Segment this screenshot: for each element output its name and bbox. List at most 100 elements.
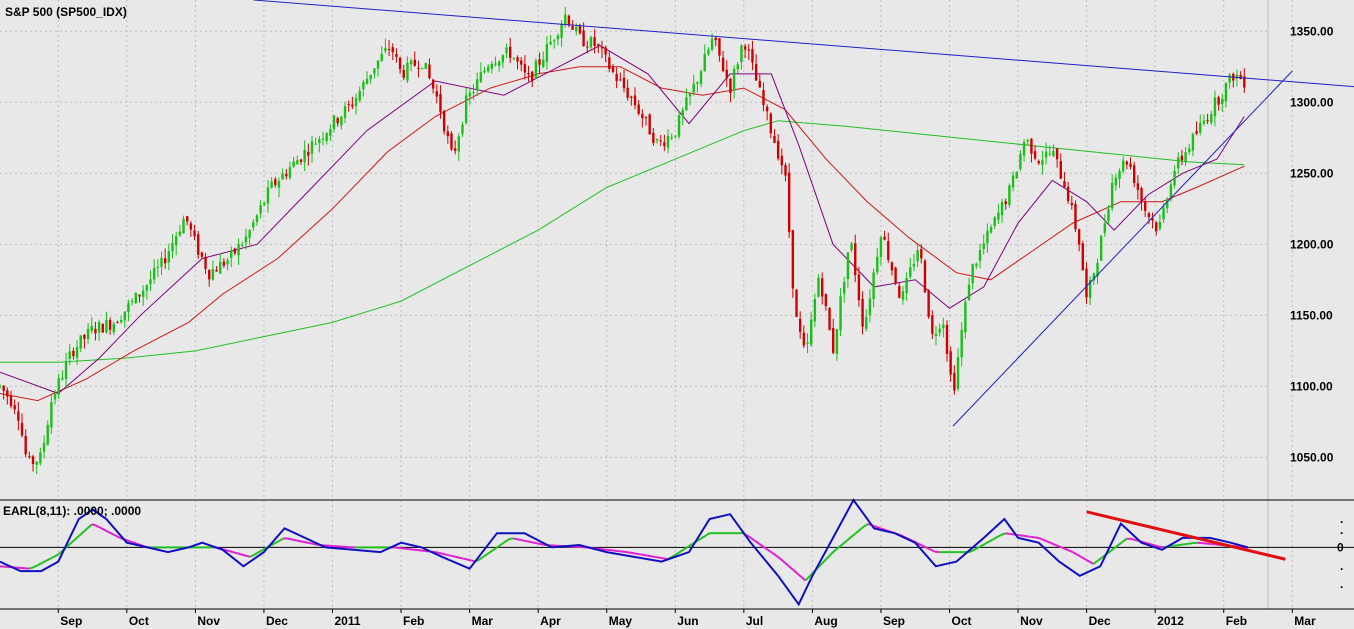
- oscillator-slow-line-segment: [654, 555, 660, 559]
- oscillator-slow-line-segment: [504, 538, 510, 543]
- candle-body: [501, 55, 505, 63]
- candle-body: [174, 236, 178, 246]
- oscillator-slow-line-segment: [925, 546, 932, 551]
- oscillator-title: EARL(8,11): .0000; .0000: [3, 504, 141, 518]
- candle-body: [637, 104, 640, 114]
- oscillator-slow-line-segment: [876, 525, 881, 530]
- candle-body: [402, 70, 405, 78]
- candle-body: [839, 296, 842, 331]
- oscillator-slow-line-segment: [980, 543, 986, 548]
- oscillator-slow-line-segment: [638, 553, 643, 556]
- candle-body: [832, 328, 835, 353]
- candle-body: [152, 267, 156, 280]
- candle-body: [692, 83, 695, 93]
- candle-body: [1199, 122, 1202, 133]
- candle-body: [688, 93, 692, 97]
- oscillator-slow-line-segment: [32, 564, 39, 569]
- candle-body: [644, 116, 648, 118]
- oscillator-slow-line-segment: [850, 532, 857, 538]
- candle-body: [442, 110, 446, 132]
- x-tick-label: Mar: [1294, 614, 1316, 628]
- oscillator-slow-line-segment: [817, 562, 823, 569]
- oscillator-slow-line-segment: [1009, 532, 1015, 536]
- candle-body: [490, 63, 494, 69]
- candle-body: [982, 243, 985, 250]
- candle-body: [318, 139, 321, 143]
- oscillator-slow-line-segment: [934, 550, 940, 554]
- oscillator-slow-line-segment: [133, 541, 139, 545]
- oscillator-slow-line-segment: [245, 554, 251, 558]
- oscillator-slow-line-segment: [996, 533, 1003, 538]
- candle-body: [17, 411, 20, 421]
- oscillator-slow-line-segment: [1067, 549, 1073, 553]
- candle-body: [641, 113, 644, 119]
- candle-body: [1004, 201, 1007, 205]
- candle-body: [597, 44, 600, 46]
- oscillator-slow-line-segment: [274, 539, 281, 544]
- oscillator-slow-line-segment: [821, 558, 827, 565]
- candle-body: [263, 202, 266, 205]
- x-tick-label: Oct: [129, 614, 149, 628]
- candle-body: [762, 90, 765, 106]
- candle-body: [171, 242, 174, 252]
- candle-body: [413, 59, 416, 66]
- candle-body: [1015, 171, 1018, 179]
- oscillator-slow-line-segment: [1084, 558, 1090, 563]
- candle-body: [230, 250, 233, 258]
- oscillator-slow-line-segment: [1047, 540, 1052, 545]
- candle-body: [420, 67, 424, 69]
- candle-body: [35, 461, 38, 465]
- oscillator-slow-line-segment: [792, 568, 798, 574]
- candle-body: [6, 390, 9, 397]
- candle-body: [1210, 114, 1213, 123]
- oscillator-slow-line-segment: [513, 537, 518, 541]
- oscillator-slow-line-segment: [1096, 556, 1103, 562]
- oscillator-zero-label: 0: [1337, 540, 1344, 554]
- candle-body: [1110, 182, 1114, 209]
- oscillator-slow-line-segment: [462, 557, 468, 561]
- candle-body: [622, 77, 626, 89]
- candle-body: [876, 256, 879, 273]
- oscillator-slow-line-segment: [312, 542, 318, 546]
- oscillator-slow-line-segment: [437, 551, 443, 555]
- oscillator-slow-line-segment: [1018, 534, 1023, 537]
- candle-body: [736, 64, 739, 70]
- oscillator-slow-line-segment: [650, 555, 656, 558]
- candle-body: [534, 60, 538, 79]
- candle-body: [1052, 150, 1055, 156]
- x-tick-label: Feb: [1226, 614, 1247, 628]
- oscillator-slow-line-segment: [1071, 551, 1078, 556]
- oscillator-slow-line-segment: [754, 540, 761, 545]
- candle-body: [1140, 188, 1143, 201]
- oscillator-slow-line-segment: [804, 575, 811, 582]
- candle-body: [802, 332, 806, 346]
- candle-body: [61, 377, 64, 380]
- candle-body: [960, 329, 963, 358]
- oscillator-slow-line-segment: [688, 543, 694, 548]
- candle-body: [138, 294, 141, 297]
- oscillator-slow-line-segment: [1022, 534, 1027, 538]
- oscillator-slow-line-segment: [1076, 553, 1082, 558]
- candle-body: [615, 73, 618, 81]
- candle-body: [20, 422, 24, 436]
- oscillator-slow-line-segment: [1185, 542, 1190, 546]
- candle-body: [545, 44, 549, 62]
- candle-body: [857, 274, 861, 301]
- oscillator-slow-line-segment: [78, 531, 85, 537]
- oscillator-slow-line-segment: [796, 572, 802, 578]
- oscillator-slow-line-segment: [74, 534, 80, 541]
- y-tick-label: 1300.00: [1290, 95, 1334, 109]
- candle-body: [50, 401, 53, 428]
- y-tick-label: 1250.00: [1290, 166, 1334, 180]
- candle-body: [200, 252, 204, 257]
- oscillator-slow-line-segment: [629, 551, 635, 555]
- candle-body: [1155, 222, 1158, 232]
- oscillator-slow-line-segment: [750, 537, 756, 542]
- candle-body: [835, 329, 839, 355]
- candle-body: [211, 269, 215, 280]
- oscillator-slow-line-segment: [846, 536, 852, 542]
- candle-body: [42, 442, 46, 452]
- oscillator-slow-line-segment: [112, 533, 118, 538]
- oscillator-slow-line-segment: [458, 556, 464, 560]
- oscillator-slow-line-segment: [500, 541, 506, 546]
